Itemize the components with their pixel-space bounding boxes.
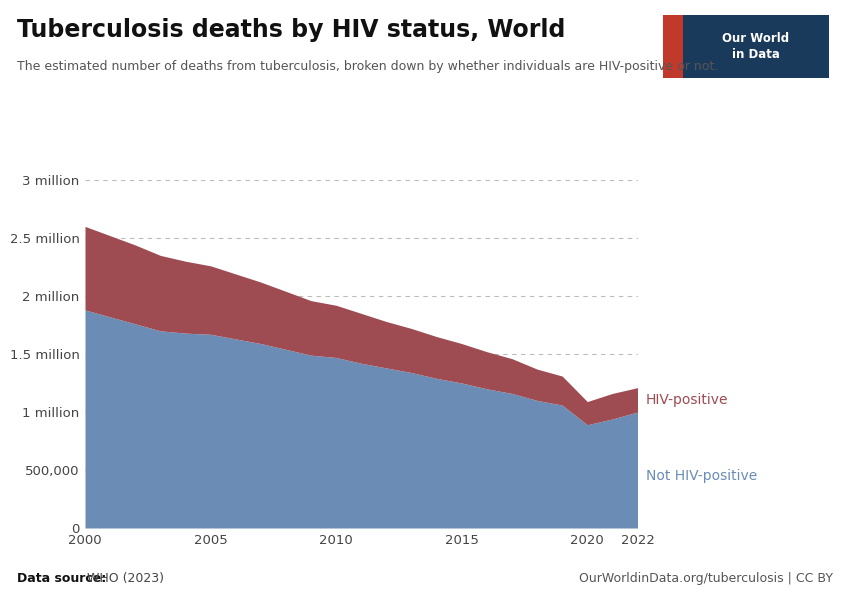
Text: OurWorldinData.org/tuberculosis | CC BY: OurWorldinData.org/tuberculosis | CC BY (579, 572, 833, 585)
Text: WHO (2023): WHO (2023) (83, 572, 164, 585)
Text: Our World
in Data: Our World in Data (722, 31, 790, 61)
Text: Data source:: Data source: (17, 572, 106, 585)
Text: Tuberculosis deaths by HIV status, World: Tuberculosis deaths by HIV status, World (17, 18, 565, 42)
Text: The estimated number of deaths from tuberculosis, broken down by whether individ: The estimated number of deaths from tube… (17, 60, 718, 73)
Text: HIV-positive: HIV-positive (646, 393, 728, 407)
Text: Not HIV-positive: Not HIV-positive (646, 469, 757, 483)
